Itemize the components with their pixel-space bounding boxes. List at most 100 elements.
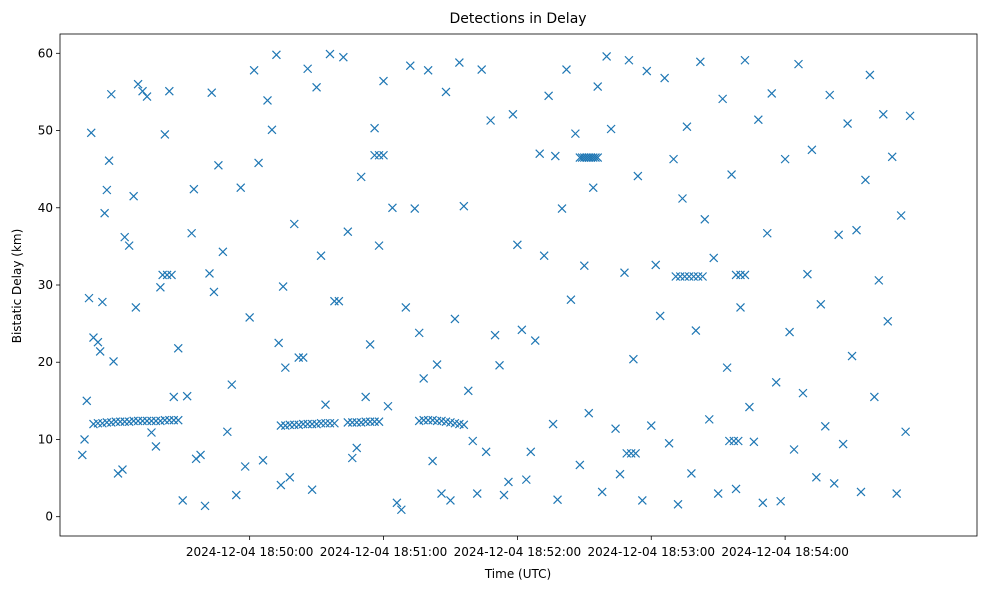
data-point-marker [151,441,161,451]
data-point-marker [240,462,250,471]
data-point-marker [642,66,652,76]
data-point-marker [722,363,732,373]
data-point-marker [405,61,415,71]
chart-title: Detections in Delay [449,11,586,27]
data-point-marker [508,109,518,119]
data-point-marker [901,427,911,437]
data-point-marker [671,272,681,281]
data-point-marker [521,475,531,485]
data-point-marker [557,204,567,213]
data-point-marker [767,89,777,98]
data-point-marker [249,65,259,75]
data-point-marker [740,270,750,280]
data-point-marker [347,453,357,463]
data-point-marker [93,418,103,428]
data-point-marker [347,418,357,427]
data-point-marker [307,485,317,495]
data-point-marker [628,354,638,364]
data-point-marker [588,153,598,162]
data-point-marker [731,270,741,280]
data-point-marker [102,185,112,195]
data-point-marker [419,374,429,383]
data-point-marker [138,416,147,426]
data-point-marker [374,417,384,427]
data-point-marker [713,489,723,498]
data-point-marker [669,154,678,164]
data-point-marker [495,360,504,370]
data-point-marker [829,479,839,488]
data-point-marker [365,340,375,349]
data-point-marker [361,392,371,402]
y-tick-label: 40 [38,201,53,215]
data-point-marker [472,489,482,498]
data-point-marker [816,299,826,309]
data-point-marker [695,57,705,67]
data-point-marker [825,90,835,100]
data-point-marker [374,150,384,160]
data-point-marker [588,183,598,193]
data-point-marker [622,448,632,458]
data-point-marker [579,261,589,271]
data-point-marker [838,439,848,449]
data-point-marker [481,447,491,457]
data-point-marker [517,325,527,335]
data-point-marker [414,328,424,338]
data-point-marker [463,386,473,396]
data-point-marker [312,82,322,92]
y-axis-title: Bistatic Delay (km) [10,229,24,344]
data-point-marker [213,160,223,170]
data-point-marker [374,241,384,251]
x-axis: 2024-12-04 18:50:00 2024-12-04 18:51:00 20… [186,536,849,559]
data-point-marker [626,448,636,458]
data-point-marker [684,272,694,281]
data-point-marker [566,295,576,305]
data-point-marker [689,272,699,281]
data-point-marker [84,293,94,303]
data-point-marker [271,50,281,60]
data-point-marker [419,415,429,425]
data-point-marker [633,171,643,181]
data-point-marker [691,326,701,335]
data-point-marker [120,417,130,427]
data-point-marker [446,496,455,505]
data-point-marker [276,480,286,490]
data-point-marker [294,353,304,363]
data-point-marker [133,416,143,426]
data-point-marker [874,275,884,285]
data-point-marker [147,416,156,426]
data-point-marker [753,115,763,125]
data-point-marker [102,418,112,427]
data-point-marker [298,353,308,363]
data-point-marker [106,89,116,99]
data-point-marker [147,428,156,437]
data-point-marker [77,450,87,460]
data-point-marker [428,456,438,466]
data-point-marker [611,424,620,434]
data-point-marker [575,460,585,470]
data-point-marker [582,153,591,162]
data-point-marker [330,296,339,306]
data-point-marker [164,415,174,425]
data-point-marker [693,272,703,281]
y-tick-label: 10 [38,432,53,446]
data-point-marker [142,416,152,426]
y-tick-label: 0 [45,510,53,524]
data-point-marker [169,415,179,425]
y-tick-label: 30 [38,278,53,292]
data-point-marker [115,417,125,427]
data-point-marker [370,150,380,160]
data-point-marker [205,268,214,278]
data-point-marker [731,484,741,494]
data-point-marker [160,415,170,425]
data-point-marker [820,421,830,431]
data-point-marker [254,158,263,168]
data-point-marker [142,92,152,101]
data-point-marker [124,241,134,251]
data-point-marker [744,402,754,412]
data-point-marker [278,282,288,291]
data-point-marker [450,314,460,324]
data-point-marker [82,396,92,406]
data-point-marker [410,204,420,213]
data-point-marker [379,150,388,160]
data-point-marker [878,109,888,119]
